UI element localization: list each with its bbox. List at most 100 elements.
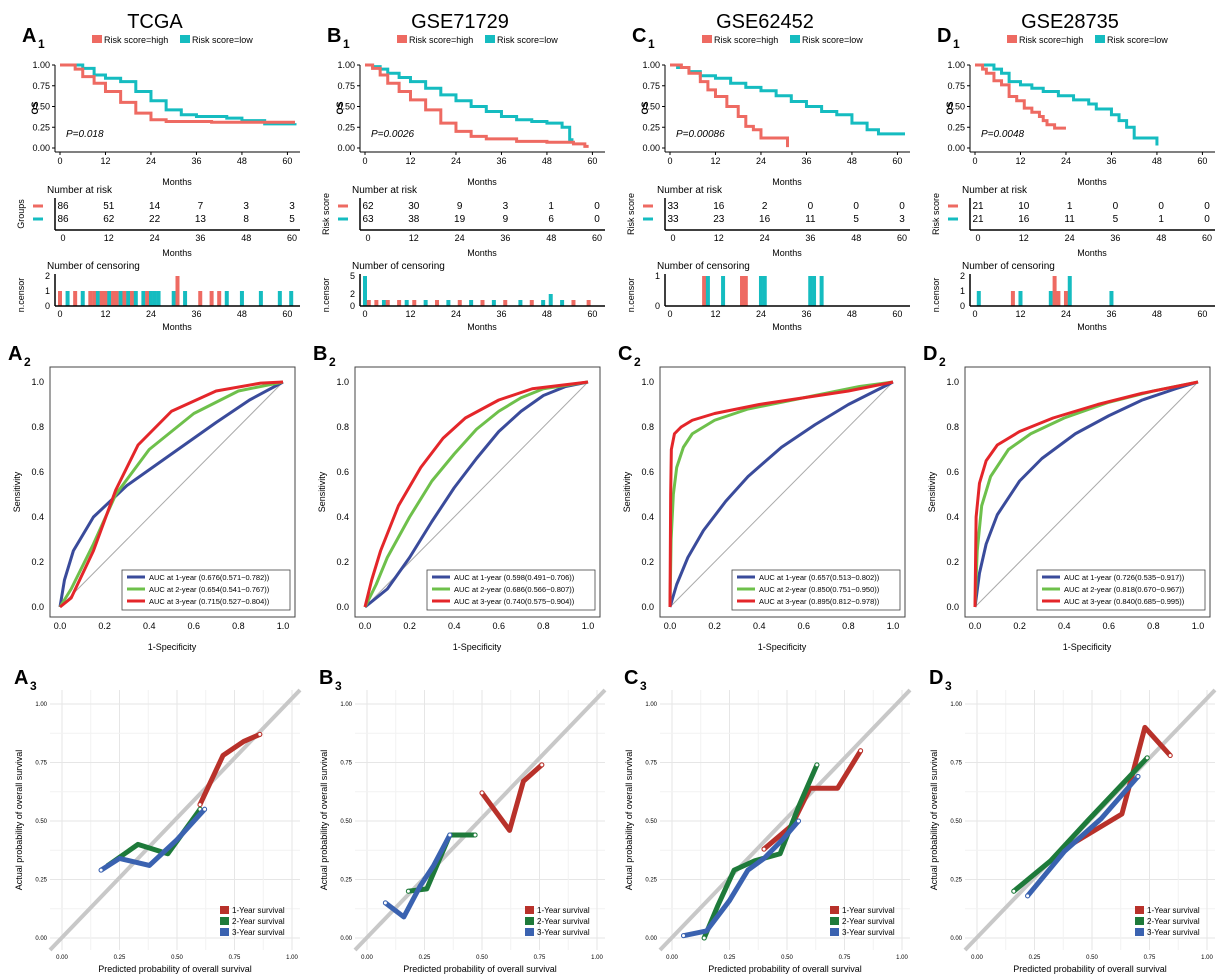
panel-letter: A (22, 25, 36, 47)
cal-endpoint (202, 806, 208, 812)
cal-legend-swatch (525, 928, 534, 936)
censor-bar (381, 300, 386, 306)
risk-y-label: Groups (16, 199, 26, 229)
censor-x-tick-label: 24 (1061, 309, 1071, 319)
legend-high-swatch (397, 35, 407, 43)
km-x-tick-label: 12 (710, 156, 720, 166)
censor-x-tick-label: 48 (1152, 309, 1162, 319)
censor-bar (107, 291, 112, 306)
legend-low-label: Risk score=low (192, 35, 253, 45)
censor-y-tick-label: 2 (350, 289, 355, 299)
risk-count-high: 1 (1067, 201, 1073, 212)
risk-x-tick-label: 48 (851, 233, 861, 243)
censor-bar (529, 300, 534, 306)
cal-y-tick-label: 0.25 (950, 878, 962, 884)
km-x-label: Months (772, 177, 802, 187)
km-curve-low (975, 63, 1159, 146)
legend-high-label: Risk score=high (409, 35, 473, 45)
roc-frame (659, 366, 906, 618)
roc-x-tick-label: 0.0 (664, 621, 677, 631)
risk-x-tick-label: 36 (1110, 233, 1120, 243)
censor-y-tick-label: 0 (45, 301, 50, 311)
censor-bar (114, 291, 119, 306)
km-x-tick-label: 48 (237, 156, 247, 166)
roc-x-tick-label: 0.4 (448, 621, 461, 631)
censor-y-label: n.censor (321, 278, 331, 313)
risk-count-high: 16 (713, 201, 725, 212)
censor-bar (1052, 276, 1057, 306)
roc-y-tick-label: 0.8 (31, 422, 44, 432)
censor-bar (258, 291, 263, 306)
risk-x-tick-label: 24 (760, 233, 770, 243)
cal-y-tick-label: 0.00 (340, 936, 352, 942)
cal-line-1y (479, 762, 545, 833)
censor-bar (65, 291, 70, 306)
censor-bar (1056, 291, 1061, 306)
risk-count-low: 5 (289, 214, 295, 225)
cal-y-tick-label: 0.00 (950, 936, 962, 942)
censor-bar (148, 291, 153, 306)
censor-bar (289, 291, 294, 306)
risk-count-high: 21 (972, 201, 984, 212)
roc-y-label: Sensitivity (622, 471, 632, 512)
censor-bar (141, 291, 146, 306)
risk-count-low: 16 (759, 214, 771, 225)
panel-letter: B (327, 25, 341, 47)
risk-table-title: Number at risk (47, 185, 113, 196)
cal-legend-swatch (830, 917, 839, 925)
censor-bar (491, 300, 496, 306)
cal-legend-swatch (220, 917, 229, 925)
km-y-tick-label: 0.75 (337, 81, 355, 91)
roc-reference-diagonal (59, 381, 284, 608)
risk-x-tick-label: 0 (365, 233, 370, 243)
censor-bar (198, 291, 203, 306)
censor-bar (92, 291, 97, 306)
roc-y-tick-label: 0.8 (336, 422, 349, 432)
cal-line-3y (1025, 774, 1141, 899)
censor-bar (224, 291, 229, 306)
cal-endpoint (539, 762, 545, 768)
legend-low-swatch (1095, 35, 1105, 43)
censor-bar (374, 300, 379, 306)
cal-legend-label: 3-Year survival (537, 928, 590, 937)
censor-bar (1018, 291, 1023, 306)
censor-bar (1067, 276, 1072, 306)
censor-title: Number of censoring (47, 261, 140, 272)
risk-x-tick-label: 36 (500, 233, 510, 243)
roc-curve-1y (668, 380, 894, 608)
roc-curve-1y (973, 380, 1199, 608)
cal-x-label: Predicted probability of overall surviva… (1013, 964, 1167, 974)
roc-x-tick-label: 0.8 (537, 621, 550, 631)
censor-bar (95, 291, 100, 306)
censor-x-label: Months (467, 322, 497, 332)
censor-y-tick-label: 2 (960, 271, 965, 281)
cal-y-tick-label: 0.50 (35, 819, 47, 825)
cal-endpoint (1167, 752, 1173, 758)
censor-y-label: n.censor (626, 278, 636, 313)
cal-x-tick-label: 0.00 (56, 955, 68, 961)
censor-x-tick-label: 36 (801, 309, 811, 319)
p-value: P=0.018 (66, 129, 104, 140)
risk-count-high: 3 (289, 201, 295, 212)
censor-x-tick-label: 12 (100, 309, 110, 319)
cal-endpoint (447, 832, 453, 838)
risk-x-tick-label: 12 (1019, 233, 1029, 243)
cal-y-tick-label: 0.00 (645, 936, 657, 942)
km-y-tick-label: 1.00 (32, 60, 50, 70)
censor-x-tick-label: 48 (542, 309, 552, 319)
censor-x-tick-label: 0 (57, 309, 62, 319)
cal-ideal-diagonal (353, 688, 607, 952)
km-curve-high (60, 63, 295, 124)
risk-count-high: 10 (1018, 201, 1030, 212)
risk-count-low: 21 (972, 214, 984, 225)
km-y-tick-label: 0.00 (32, 143, 50, 153)
km-x-label: Months (467, 177, 497, 187)
roc-y-tick-label: 0.6 (336, 467, 349, 477)
km-y-tick-label: 0.00 (642, 143, 660, 153)
censor-bar (171, 291, 176, 306)
censor-y-tick-label: 5 (350, 271, 355, 281)
censor-x-tick-label: 24 (451, 309, 461, 319)
risk-count-high: 14 (149, 201, 161, 212)
roc-x-tick-label: 1.0 (1192, 621, 1205, 631)
cal-y-label: Actual probability of overall survival (14, 750, 24, 891)
